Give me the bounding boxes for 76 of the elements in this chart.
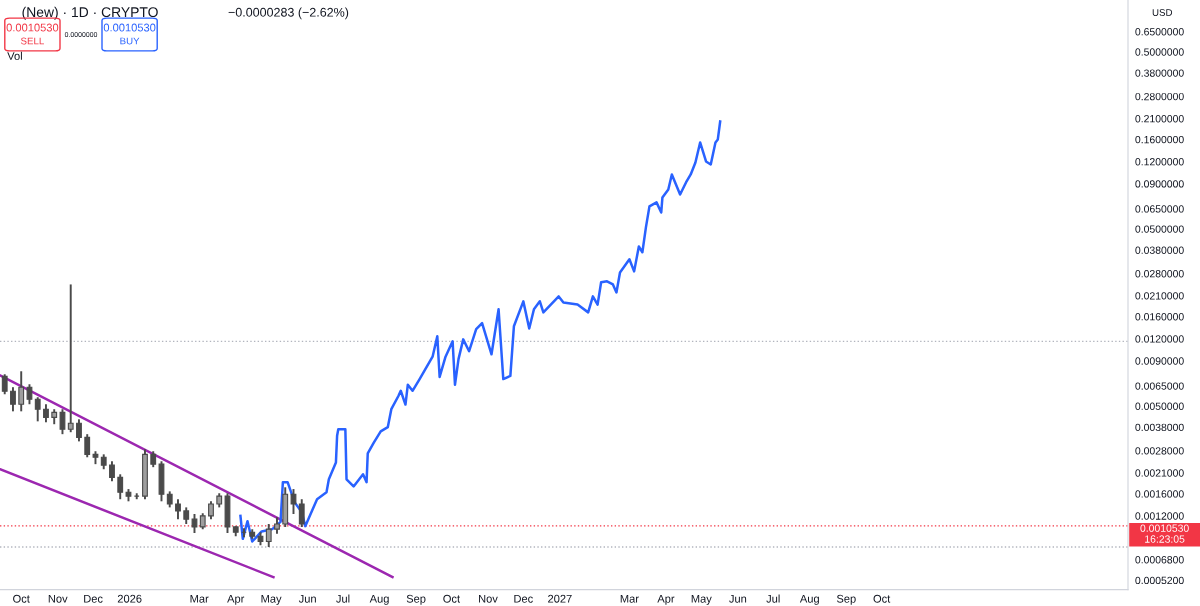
y-tick-label: 0.1200000 xyxy=(1135,158,1184,166)
x-tick-label: Aug xyxy=(369,594,389,605)
annotation: 0.0010530 xyxy=(6,23,59,32)
x-tick-label: Mar xyxy=(620,594,639,603)
annotation: −0.0000283 (−2.62%) xyxy=(228,7,349,20)
x-tick-label: Oct xyxy=(443,594,460,603)
x-tick-label: Jul xyxy=(336,594,350,603)
x-tick-label: May xyxy=(261,594,282,605)
y-tick-label: 0.0065000 xyxy=(1135,382,1184,390)
candlestick xyxy=(26,383,33,406)
x-tick-label: Sep xyxy=(836,594,856,605)
x-tick-label: 2026 xyxy=(117,594,142,603)
y-tick-label: 0.6500000 xyxy=(1135,28,1184,36)
x-tick-label: Apr xyxy=(227,594,245,605)
y-tick-label: 0.0016000 xyxy=(1135,490,1184,498)
y-tick-label: 0.0120000 xyxy=(1135,335,1184,343)
y-tick-label: 0.2100000 xyxy=(1135,115,1184,123)
y-tick-label: 0.0280000 xyxy=(1135,270,1184,278)
x-tick-label: Sep xyxy=(406,594,426,605)
x-tick-label: Nov xyxy=(479,594,498,603)
y-tick-label: 0.0038000 xyxy=(1135,423,1184,432)
x-tick-label: Dec xyxy=(84,594,103,603)
x-tick-label: Apr xyxy=(657,594,675,605)
x-tick-label: Oct xyxy=(873,594,891,603)
y-tick-label: 0.0028000 xyxy=(1135,447,1184,455)
x-tick-label: Jun xyxy=(729,594,747,603)
line-series xyxy=(239,120,722,543)
y-tick-label: 0.0021000 xyxy=(1135,469,1184,477)
y-tick-label: 0.0500000 xyxy=(1135,225,1184,233)
y-tick-label: 0.0900000 xyxy=(1135,180,1184,188)
candlestick xyxy=(298,498,305,528)
candlestick xyxy=(43,403,49,424)
y-tick-label: 0.3800000 xyxy=(1135,69,1184,77)
x-tick-label: Jun xyxy=(298,594,316,603)
y-tick-label: 0.0210000 xyxy=(1135,292,1184,300)
y-tick-label: 0.2800000 xyxy=(1135,92,1184,101)
x-tick-label: Mar xyxy=(190,594,209,603)
candlestick xyxy=(175,498,181,521)
candlestick xyxy=(10,386,16,413)
candlestick xyxy=(34,396,41,423)
y-tick-label: 0.0380000 xyxy=(1135,246,1184,254)
candlestick xyxy=(67,283,74,434)
x-tick-label: 2027 xyxy=(548,594,572,603)
x-tick-label: Oct xyxy=(13,594,30,603)
y-tick-label: 0.0650000 xyxy=(1135,205,1184,213)
chart-title: (New) · 1D · CRYPTO xyxy=(22,6,158,20)
y-tick-label: 0.0006800 xyxy=(1135,556,1184,564)
text: USD xyxy=(1152,9,1173,16)
annotation: BUY xyxy=(120,37,140,45)
y-tick-label: 0.5000000 xyxy=(1135,48,1184,56)
annotation: 0.0010530 xyxy=(103,23,156,32)
candlestick xyxy=(18,370,25,413)
candlestick xyxy=(76,418,82,443)
x-tick-label: Jul xyxy=(766,594,780,603)
annotation: SELL xyxy=(20,37,44,45)
x-tick-label: Dec xyxy=(514,594,533,603)
candlestick xyxy=(84,433,91,459)
y-tick-label: 0.0005200 xyxy=(1135,576,1184,585)
x-tick-label: Nov xyxy=(48,594,68,603)
candlestick xyxy=(109,460,115,483)
y-tick-label: 0.0090000 xyxy=(1135,357,1184,365)
candlestick xyxy=(117,473,124,501)
y-tick-label: 0.0160000 xyxy=(1135,313,1184,321)
candlestick xyxy=(265,523,272,549)
candlestick xyxy=(290,488,297,515)
candlestick xyxy=(59,408,66,436)
x-tick-label: May xyxy=(691,594,712,605)
y-tick-label: 0.1600000 xyxy=(1135,135,1184,144)
y-tick-label: 0.0050000 xyxy=(1135,402,1184,410)
candlestick xyxy=(191,513,198,535)
x-tick-label: Aug xyxy=(799,594,819,605)
text: 16:23:05 xyxy=(1145,535,1185,543)
candlestick xyxy=(1,373,8,396)
text: 0.0010530 xyxy=(1140,524,1189,532)
annotation: Vol xyxy=(7,51,22,60)
y-tick-label: 0.0012000 xyxy=(1135,512,1184,520)
